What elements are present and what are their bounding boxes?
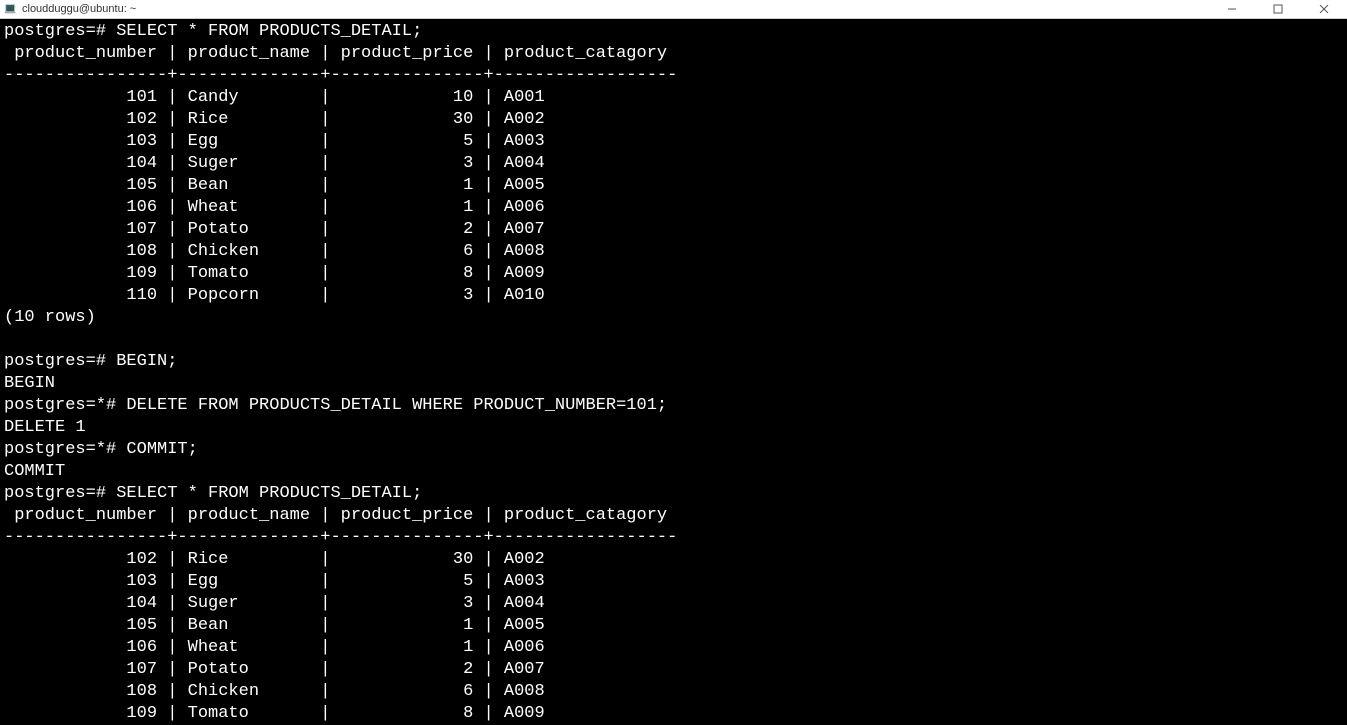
- window-titlebar: cloudduggu@ubuntu: ~: [0, 0, 1347, 19]
- minimize-button[interactable]: [1209, 0, 1255, 19]
- maximize-icon: [1273, 4, 1283, 14]
- maximize-button[interactable]: [1255, 0, 1301, 19]
- close-icon: [1319, 4, 1329, 14]
- putty-icon: [4, 2, 18, 16]
- close-button[interactable]: [1301, 0, 1347, 19]
- window-controls: [1209, 0, 1347, 19]
- terminal-output[interactable]: postgres=# SELECT * FROM PRODUCTS_DETAIL…: [0, 19, 1347, 725]
- minimize-icon: [1227, 4, 1237, 14]
- window-title: cloudduggu@ubuntu: ~: [22, 3, 1209, 15]
